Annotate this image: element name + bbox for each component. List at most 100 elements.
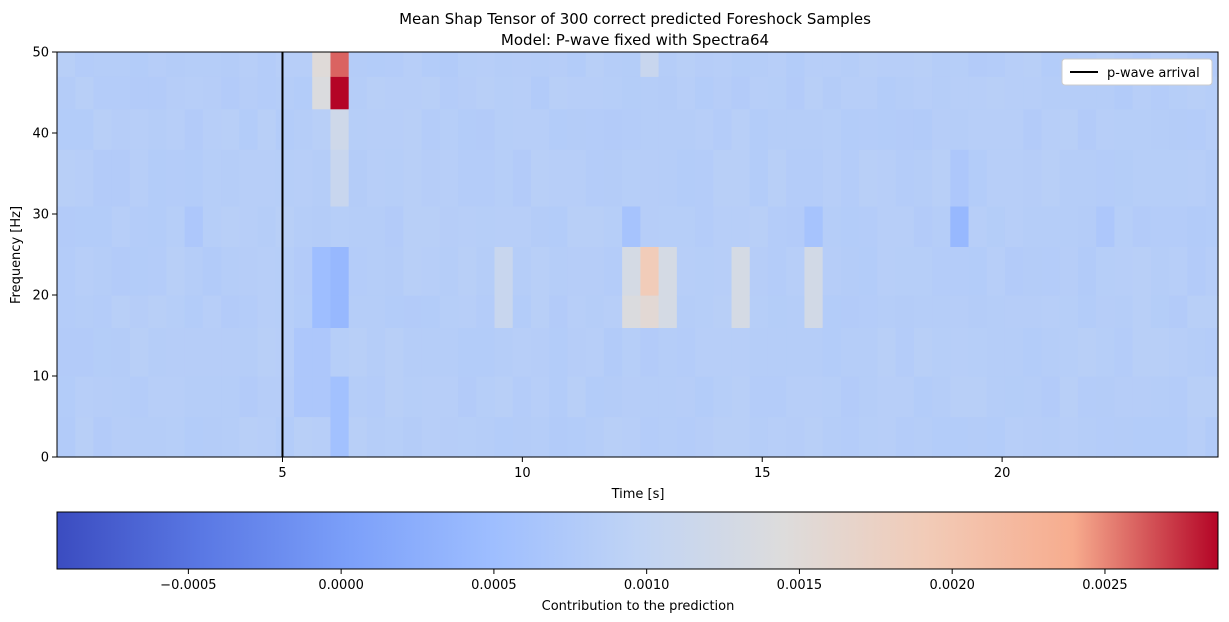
- heatmap-cell: [75, 205, 95, 247]
- heatmap-cell: [294, 246, 313, 296]
- heatmap-cell: [622, 295, 641, 328]
- heatmap-cell: [859, 76, 878, 110]
- heatmap-cell: [585, 246, 605, 296]
- heatmap-cell: [202, 416, 222, 458]
- heatmap-cell: [385, 246, 404, 296]
- heatmap-cell: [458, 108, 477, 150]
- heatmap-cell: [840, 108, 860, 150]
- heatmap-cell: [676, 246, 696, 296]
- heatmap-cell: [968, 295, 988, 328]
- colorbar-tick-label: 0.0015: [777, 578, 823, 593]
- heatmap-cell: [166, 149, 186, 207]
- heatmap-cell: [275, 108, 295, 150]
- heatmap-cell: [221, 108, 240, 150]
- heatmap-cell: [257, 76, 277, 110]
- heatmap-cell: [476, 52, 496, 77]
- heatmap-cell: [512, 52, 532, 77]
- heatmap-cell: [439, 149, 459, 207]
- heatmap-cell: [549, 376, 569, 418]
- heatmap-cell: [439, 52, 459, 77]
- heatmap-cell: [494, 246, 514, 296]
- heatmap-cell: [1023, 76, 1043, 110]
- heatmap-cell: [822, 246, 842, 296]
- heatmap-cell: [1187, 205, 1207, 247]
- heatmap-cell: [731, 376, 751, 418]
- heatmap-cell: [75, 416, 95, 458]
- heatmap-cell: [458, 76, 477, 110]
- heatmap-cell: [458, 149, 477, 207]
- heatmap-cell: [749, 52, 769, 77]
- heatmap-cell: [202, 149, 222, 207]
- heatmap-cell: [640, 246, 660, 296]
- heatmap-cell: [294, 52, 313, 77]
- colorbar-tick-label: −0.0005: [160, 578, 216, 593]
- heatmap-cell: [1114, 205, 1134, 247]
- heatmap-cell: [57, 108, 76, 150]
- heatmap-cell: [1187, 108, 1207, 150]
- heatmap-cell: [877, 52, 897, 77]
- heatmap-cell: [695, 246, 714, 296]
- heatmap-cell: [695, 108, 714, 150]
- heatmap-cell: [622, 327, 641, 377]
- y-tick-label: 0: [41, 451, 49, 466]
- heatmap-cell: [840, 205, 860, 247]
- heatmap-cell: [767, 205, 787, 247]
- heatmap-cell: [111, 76, 131, 110]
- heatmap-cell: [330, 76, 350, 110]
- heatmap-cell: [348, 246, 368, 296]
- heatmap-cell: [458, 52, 477, 77]
- heatmap-cell: [257, 327, 277, 377]
- heatmap-cell: [366, 327, 386, 377]
- heatmap-cell: [622, 52, 641, 77]
- heatmap-cell: [458, 205, 477, 247]
- heatmap-cell: [148, 246, 167, 296]
- heatmap-cell: [877, 327, 897, 377]
- heatmap-cell: [950, 108, 970, 150]
- heatmap-cell: [603, 205, 623, 247]
- heatmap-cell: [75, 246, 95, 296]
- heatmap-cell: [822, 295, 842, 328]
- heatmap-cell: [859, 327, 878, 377]
- heatmap-cell: [221, 52, 240, 77]
- heatmap-cell: [111, 108, 131, 150]
- heatmap-cell: [950, 149, 970, 207]
- heatmap-cell: [512, 295, 532, 328]
- heatmap-cell: [786, 416, 806, 458]
- heatmap-cell: [603, 76, 623, 110]
- heatmap-cell: [1169, 149, 1188, 207]
- heatmap-cell: [932, 416, 951, 458]
- heatmap-cell: [695, 376, 714, 418]
- heatmap-cell: [622, 108, 641, 150]
- heatmap-cell: [877, 376, 897, 418]
- heatmap-cell: [1205, 416, 1219, 458]
- heatmap-cell: [622, 76, 641, 110]
- heatmap-cell: [239, 416, 259, 458]
- chart-subtitle: Model: P-wave fixed with Spectra64: [501, 31, 769, 49]
- heatmap-cell: [950, 327, 970, 377]
- heatmap-cell: [294, 295, 313, 328]
- heatmap-cell: [221, 149, 240, 207]
- x-tick-label: 15: [754, 466, 771, 481]
- heatmap-cell: [512, 416, 532, 458]
- heatmap-cell: [476, 149, 496, 207]
- heatmap-cell: [1023, 295, 1043, 328]
- heatmap-cell: [239, 376, 259, 418]
- heatmap-cell: [257, 295, 277, 328]
- heatmap-cell: [531, 149, 550, 207]
- heatmap-cell: [585, 416, 605, 458]
- heatmap-cell: [75, 149, 95, 207]
- heatmap-cell: [439, 246, 459, 296]
- heatmap-cell: [658, 295, 678, 328]
- heatmap-cell: [221, 76, 240, 110]
- heatmap-cell: [348, 149, 368, 207]
- heatmap-cell: [986, 76, 1006, 110]
- heatmap-cell: [676, 108, 696, 150]
- heatmap-cell: [859, 376, 878, 418]
- heatmap-cell: [439, 205, 459, 247]
- heatmap-cell: [950, 52, 970, 77]
- heatmap-cell: [348, 295, 368, 328]
- heatmap-cell: [767, 327, 787, 377]
- heatmap-cell: [1041, 327, 1061, 377]
- heatmap-cell: [913, 149, 933, 207]
- heatmap-cell: [658, 76, 678, 110]
